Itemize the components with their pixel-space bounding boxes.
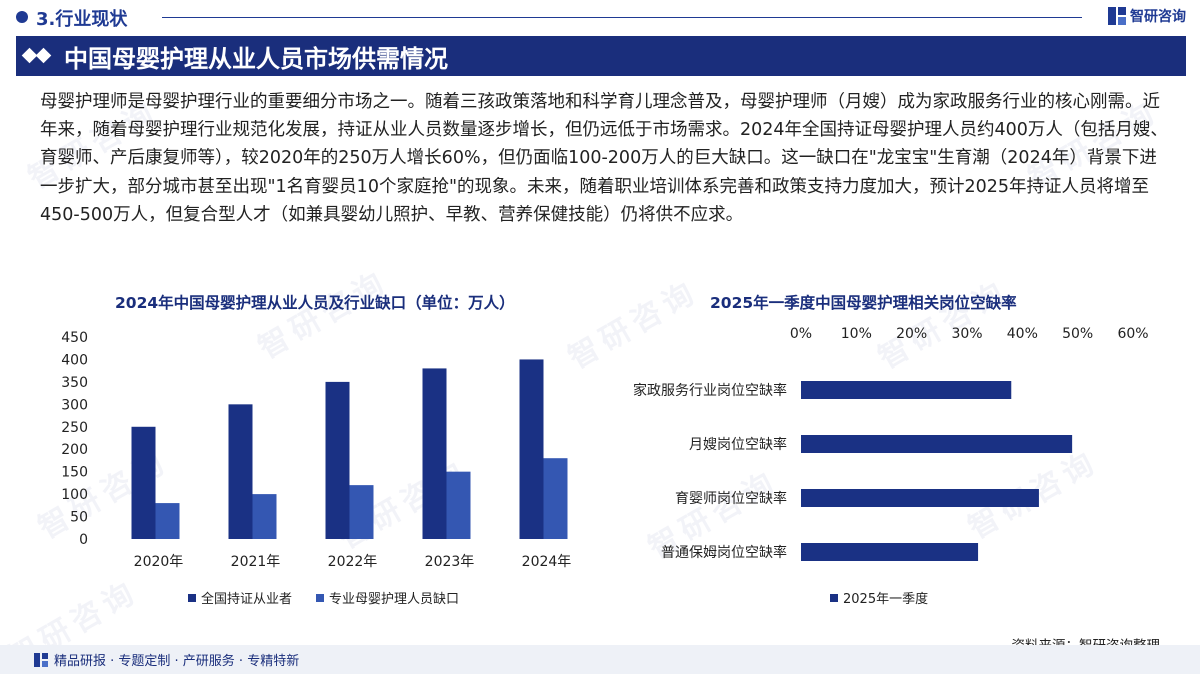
bar-certified — [422, 368, 447, 539]
y-tick-label: 300 — [61, 397, 88, 413]
footer-bar: 精品研报 · 专题定制 · 产研服务 · 专精特新 — [0, 645, 1200, 674]
x-tick-label: 30% — [951, 326, 982, 342]
footer-tagline: 精品研报 · 专题定制 · 产研服务 · 专精特新 — [54, 654, 300, 669]
y-tick-label: 150 — [61, 465, 88, 481]
right-chart-title: 2025年一季度中国母婴护理相关岗位空缺率 — [710, 294, 1017, 312]
bar-certified — [519, 359, 544, 539]
x-tick-label: 2023年 — [425, 554, 475, 570]
y-tick-label: 400 — [61, 352, 88, 368]
y-tick-label: 350 — [61, 375, 88, 391]
section-label: 3.行业现状 — [36, 9, 128, 30]
section-divider — [162, 17, 1082, 18]
x-tick-label: 40% — [1007, 326, 1038, 342]
x-tick-label: 2020年 — [134, 554, 184, 570]
y-tick-label: 450 — [61, 330, 88, 346]
legend-item-series-2: 专业母婴护理人员缺口 — [316, 588, 459, 607]
y-category-label: 普通保姆岗位空缺率 — [661, 544, 787, 561]
bar-vacancy-rate — [801, 435, 1073, 453]
y-tick-label: 50 — [70, 510, 88, 526]
y-tick-label: 250 — [61, 420, 88, 436]
legend-label: 全国持证从业者 — [201, 592, 293, 607]
bar-gap — [155, 503, 180, 539]
legend-item-series-1: 全国持证从业者 — [188, 588, 292, 607]
legend-swatch — [188, 593, 196, 602]
legend-label: 专业母婴护理人员缺口 — [329, 592, 460, 607]
brand: 智研咨询 — [1108, 6, 1186, 26]
bar-vacancy-rate — [801, 381, 1012, 399]
y-category-label: 育婴师岗位空缺率 — [675, 490, 787, 507]
bar-gap — [543, 458, 568, 539]
diamond-icon — [20, 36, 56, 76]
page-title: 中国母婴护理从业人员市场供需情况 — [64, 44, 448, 73]
description-paragraph: 母婴护理师是母婴护理行业的重要细分市场之一。随着三孩政策落地和科学育儿理念普及，… — [40, 92, 1168, 225]
y-category-label: 月嫂岗位空缺率 — [689, 436, 787, 453]
bar-certified — [131, 426, 156, 539]
x-tick-label: 20% — [896, 326, 927, 342]
x-tick-label: 2024年 — [522, 554, 572, 570]
y-tick-label: 0 — [79, 532, 88, 548]
x-tick-label: 50% — [1062, 326, 1093, 342]
bar-gap — [349, 485, 374, 539]
x-tick-label: 60% — [1117, 326, 1148, 342]
left-chart-legend: 全国持证从业者 专业母婴护理人员缺口 — [188, 588, 483, 607]
section-dot — [16, 11, 28, 23]
y-tick-label: 200 — [61, 442, 88, 458]
bar-vacancy-rate — [801, 489, 1039, 507]
footer-logo-icon — [34, 652, 48, 667]
left-bar-chart: 0 50 100 150 200 250 300 350 400 450 2020年 2021年 202… — [61, 330, 572, 570]
brand-logo-icon — [1108, 7, 1126, 25]
legend-swatch — [830, 593, 838, 602]
section-header: 3.行业现状 智研咨询 — [0, 0, 1200, 32]
right-chart-legend: 2025年一季度 — [830, 588, 952, 607]
bar-vacancy-rate — [801, 543, 979, 561]
bar-certified — [228, 404, 253, 539]
legend-swatch — [316, 593, 325, 602]
x-tick-label: 2022年 — [328, 554, 378, 570]
left-chart-title: 2024年中国母婴护理从业人员及行业缺口（单位：万人） — [115, 294, 515, 312]
bar-gap — [446, 471, 471, 539]
x-tick-label: 0% — [790, 326, 812, 342]
x-tick-label: 10% — [841, 326, 872, 342]
y-category-label: 家政服务行业岗位空缺率 — [633, 382, 787, 399]
legend-item-series-1: 2025年一季度 — [830, 588, 928, 607]
y-tick-label: 100 — [61, 487, 88, 503]
title-bar: 中国母婴护理从业人员市场供需情况 — [16, 36, 1186, 76]
bar-certified — [325, 381, 350, 539]
x-tick-label: 2021年 — [231, 554, 281, 570]
brand-name: 智研咨询 — [1130, 9, 1186, 25]
bar-gap — [252, 494, 277, 539]
right-bar-chart: 0% 10% 20% 30% 40% 50% 60% 家政服务行业岗位空缺率月嫂岗位空缺率育婴… — [633, 326, 1149, 561]
legend-label: 2025年一季度 — [843, 592, 929, 607]
